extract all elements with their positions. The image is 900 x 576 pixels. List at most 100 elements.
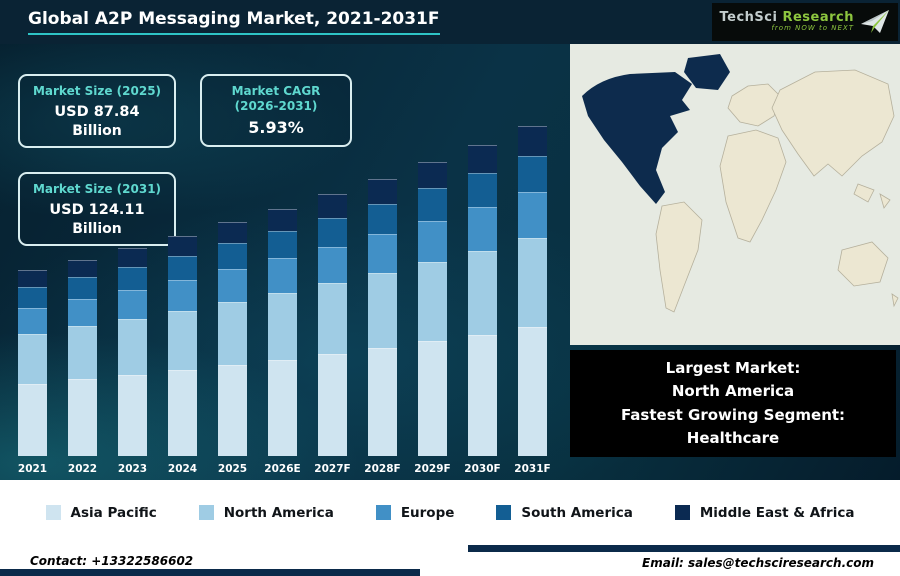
bar-column-2025: 2025 (218, 126, 247, 475)
bar-column-2029F: 2029F (414, 126, 451, 475)
year-label: 2027F (314, 463, 351, 475)
stat-value: USD 124.11 (49, 202, 145, 218)
bar-segment-asia-pacific (218, 364, 247, 456)
market-size-2031-box: Market Size (2031) USD 124.11 Billion (18, 172, 176, 247)
bar-segment-north-america (268, 292, 297, 360)
logo-brand: TechSci Research (719, 10, 854, 25)
bar-segment-south-america (518, 155, 547, 193)
market-cagr-box: Market CAGR (2026-2031) 5.93% (200, 74, 352, 147)
bar-column-2024: 2024 (168, 126, 197, 475)
bar-segment-europe (168, 279, 197, 311)
logo-text: TechSci Research from NOW to NEXT (719, 10, 854, 33)
legend-item-asia-pacific: Asia Pacific (45, 505, 157, 521)
bar-segment-asia-pacific (268, 359, 297, 456)
insight-panel: Largest Market: North America Fastest Gr… (570, 350, 896, 457)
bar-chart: 2021 2022 2023 2024 2025 2026E 2027F 2028F 2029F… (18, 126, 551, 475)
main-area: Market Size (2025) USD 87.84 Billion Mar… (0, 44, 900, 480)
paper-plane-icon (861, 10, 889, 33)
bar-segment-north-america (418, 262, 447, 342)
legend-item-south-america: South America (496, 505, 633, 521)
map-south-america (655, 201, 703, 313)
bar-stack (418, 126, 447, 456)
year-label: 2028F (364, 463, 401, 475)
page-title: Global A2P Messaging Market, 2021-2031F (28, 9, 440, 35)
legend-item-north-america: North America (198, 504, 334, 521)
bar-segment-europe (368, 234, 397, 273)
bar-column-2027F: 2027F (314, 126, 351, 475)
legend-item-europe: Europe (375, 504, 455, 521)
map-asia (771, 69, 895, 177)
footer-contact: Contact: +13322586602 (30, 554, 194, 568)
world-map-svg (570, 44, 900, 345)
bar-segment-north-america (218, 301, 247, 365)
bar-segment-north-america (368, 272, 397, 348)
bar-segment-asia-pacific (518, 327, 547, 456)
stat-unit: Billion (72, 220, 122, 237)
legend-label: North America (223, 504, 334, 521)
legend-item-middle-east-africa: Middle East & Africa (674, 504, 855, 521)
bar-segment-south-america (118, 266, 147, 290)
stat-label: Market Size (2025) (32, 84, 162, 98)
logo-tagline: from NOW to NEXT (771, 24, 854, 33)
bar-segment-europe (518, 192, 547, 239)
bar-segment-asia-pacific (18, 383, 47, 456)
legend-swatch (496, 505, 512, 520)
bar-segment-north-america (468, 250, 497, 335)
bar-segment-north-america (318, 283, 347, 354)
legend-swatch (198, 505, 214, 520)
legend-swatch (674, 505, 690, 520)
map-australia (837, 241, 889, 287)
bar-stack (468, 126, 497, 456)
map-island (879, 193, 891, 209)
insight-line: Healthcare (686, 428, 780, 447)
bar-segment-middle-east-africa (418, 161, 447, 189)
bar-column-2030F: 2030F (464, 126, 501, 475)
right-panel: Largest Market: North America Fastest Gr… (570, 44, 900, 480)
insight-line: North America (671, 382, 795, 401)
insight-line: Fastest Growing Segment: (620, 405, 846, 424)
footer-email: Email: sales@techsciresearch.com (642, 556, 874, 570)
logo-brand-primary: TechSci (719, 10, 783, 25)
logo-brand-secondary: Research (782, 10, 854, 25)
bar-stack (318, 126, 347, 456)
bar-segment-north-america (118, 318, 147, 375)
bar-segment-europe (318, 246, 347, 284)
bar-segment-north-america (68, 326, 97, 380)
legend-label: Middle East & Africa (699, 504, 855, 521)
year-label: 2025 (217, 463, 248, 475)
bar-segment-asia-pacific (168, 370, 197, 456)
bar-segment-middle-east-africa (168, 235, 197, 256)
bar-segment-south-america (168, 255, 197, 280)
bar-segment-south-america (268, 231, 297, 259)
bar-stack (118, 126, 147, 456)
bar-column-2026E: 2026E (264, 126, 301, 475)
bar-segment-europe (68, 299, 97, 327)
legend-label: Europe (400, 504, 455, 521)
map-new-zealand (891, 293, 899, 308)
header: Global A2P Messaging Market, 2021-2031F … (0, 0, 900, 44)
bar-segment-middle-east-africa (318, 194, 347, 218)
bar-segment-europe (418, 220, 447, 263)
bar-segment-middle-east-africa (18, 270, 47, 288)
bar-segment-asia-pacific (118, 374, 147, 456)
bar-segment-asia-pacific (68, 379, 97, 456)
bar-segment-south-america (18, 287, 47, 308)
footer-accent-bar-left (0, 569, 420, 576)
bar-segment-middle-east-africa (218, 222, 247, 244)
bar-stack (268, 126, 297, 456)
bar-stack (68, 126, 97, 456)
footer-accent-bar-right (468, 545, 900, 552)
bar-segment-middle-east-africa (68, 259, 97, 278)
bar-segment-asia-pacific (318, 353, 347, 456)
bar-stack (518, 126, 547, 456)
year-label: 2029F (414, 463, 451, 475)
bar-stack (168, 126, 197, 456)
bar-segment-south-america (368, 203, 397, 235)
year-label: 2031F (514, 463, 551, 475)
legend-swatch (45, 505, 61, 520)
bar-column-2023: 2023 (118, 126, 147, 475)
bar-segment-south-america (468, 172, 497, 208)
map-north-america (582, 72, 692, 204)
bar-segment-europe (468, 207, 497, 251)
bar-segment-south-america (318, 217, 347, 247)
